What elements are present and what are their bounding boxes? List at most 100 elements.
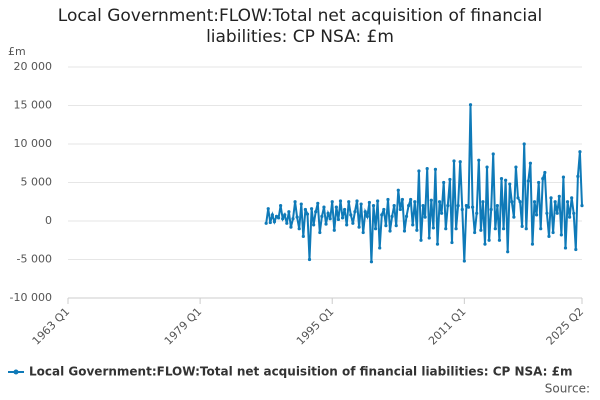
data-point — [442, 180, 446, 185]
data-point — [429, 198, 433, 202]
data-point — [473, 230, 477, 235]
data-point — [440, 211, 444, 215]
data-point — [514, 165, 518, 169]
data-point — [437, 200, 442, 204]
data-point — [390, 214, 394, 218]
data-point — [345, 223, 349, 227]
data-point — [285, 221, 289, 225]
data-point — [530, 242, 535, 246]
data-point — [392, 204, 396, 208]
data-point — [421, 204, 425, 208]
data-point — [330, 200, 334, 204]
data-point — [328, 217, 332, 221]
data-point — [545, 211, 549, 215]
data-point — [532, 200, 537, 204]
data-point — [427, 236, 431, 240]
data-point — [454, 227, 458, 231]
data-point — [400, 197, 405, 202]
data-point — [301, 234, 305, 238]
data-point — [572, 211, 576, 215]
data-point — [322, 205, 326, 209]
data-point — [483, 242, 487, 246]
data-point — [551, 230, 555, 235]
data-point — [537, 180, 541, 185]
data-point — [510, 200, 514, 204]
data-point — [347, 200, 351, 204]
data-point — [516, 196, 520, 200]
data-point — [508, 182, 512, 186]
data-point — [522, 142, 526, 146]
data-point — [293, 200, 297, 204]
data-point — [376, 199, 380, 203]
y-tick-label: 5 000 — [21, 176, 53, 189]
y-tick-label: -5 000 — [17, 253, 52, 266]
data-point — [276, 216, 281, 220]
data-point — [543, 170, 547, 175]
data-point — [501, 227, 506, 231]
data-point — [506, 250, 510, 254]
data-point — [353, 210, 357, 214]
data-point — [349, 213, 353, 217]
data-point — [332, 228, 336, 232]
data-point — [365, 214, 369, 218]
source: Source: — [545, 382, 590, 396]
data-point — [450, 240, 454, 245]
data-point — [402, 229, 407, 233]
data-point — [378, 246, 382, 250]
data-point — [481, 200, 485, 204]
data-point — [458, 160, 462, 164]
data-point — [312, 223, 316, 227]
data-point — [565, 200, 570, 204]
data-point — [495, 204, 499, 208]
data-point — [520, 224, 524, 228]
data-point — [431, 226, 435, 230]
data-point — [497, 238, 502, 242]
data-point — [373, 227, 378, 231]
data-point — [580, 204, 584, 208]
data-point — [303, 207, 307, 212]
data-point — [570, 196, 574, 200]
y-tick-label: 20 000 — [14, 60, 53, 73]
data-point — [555, 211, 559, 215]
data-point — [318, 230, 322, 235]
data-point — [316, 201, 320, 205]
data-point — [524, 227, 528, 231]
data-point — [355, 199, 359, 203]
x-tick-label: 2011 Q1 — [426, 305, 469, 348]
data-point — [295, 215, 299, 219]
data-point — [338, 199, 343, 203]
y-tick-label: -10 000 — [10, 291, 52, 304]
chart-title: Local Government:FLOW:Total net acquisit… — [57, 6, 543, 47]
data-point — [417, 169, 421, 173]
data-point — [435, 242, 440, 246]
data-point — [314, 210, 318, 214]
data-point — [574, 247, 578, 252]
data-point — [433, 167, 438, 172]
legend-marker — [13, 369, 19, 375]
data-point — [287, 210, 291, 214]
data-point — [413, 200, 417, 204]
data-point — [477, 158, 481, 162]
data-point — [470, 205, 475, 209]
data-point — [578, 150, 582, 154]
data-point — [444, 227, 448, 231]
data-point — [487, 238, 491, 242]
data-point — [466, 205, 471, 209]
data-point — [357, 225, 361, 229]
data-point — [340, 216, 345, 220]
y-tick-label: 15 000 — [14, 99, 53, 112]
data-point — [456, 204, 460, 208]
data-point — [557, 194, 561, 198]
data-point — [419, 238, 423, 242]
data-point — [512, 215, 516, 219]
data-point — [549, 196, 553, 200]
data-point — [281, 217, 285, 221]
data-point — [324, 222, 328, 226]
data-point — [396, 188, 400, 192]
y-axis-label: £m — [8, 45, 26, 58]
data-point — [371, 204, 376, 208]
data-point — [386, 197, 390, 202]
data-point — [270, 213, 274, 217]
data-point — [563, 246, 568, 250]
